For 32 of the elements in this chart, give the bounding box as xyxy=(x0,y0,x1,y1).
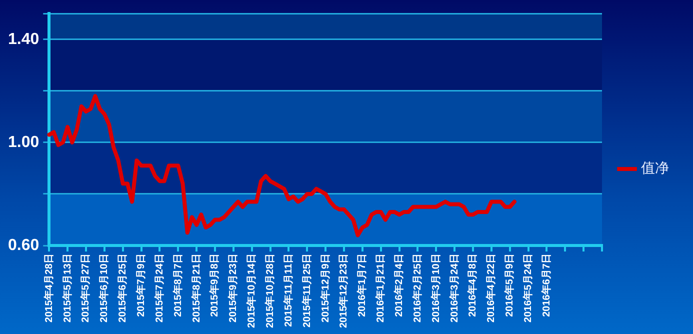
x-tick-label: 2016年5月24日 xyxy=(522,254,534,322)
legend-label: 值净 xyxy=(641,160,669,177)
y-tick-label: 1.00 xyxy=(8,134,40,151)
x-tick-label: 2016年4月22日 xyxy=(485,254,498,322)
x-tick-label: 2015年5月27日 xyxy=(80,254,92,322)
x-tick-label: 2015年6月25日 xyxy=(116,254,129,322)
x-tick-label: 2016年4月8日 xyxy=(466,254,479,317)
x-tick-label: 2015年9月23日 xyxy=(227,254,240,322)
x-tick-label: 2016年3月10日 xyxy=(430,254,442,322)
x-tick-label: 2015年8月7日 xyxy=(172,254,184,317)
y-tick-label: 0.60 xyxy=(8,236,40,254)
x-tick-label: 2016年5月9日 xyxy=(504,254,516,317)
x-tick-label: 2015年10月28日 xyxy=(264,254,276,328)
x-tick-label: 2016年1月21日 xyxy=(374,254,387,322)
x-tick-label: 2015年12月9日 xyxy=(319,254,332,322)
x-tick-label: 2015年6月10日 xyxy=(98,254,110,322)
x-tick-label: 2016年2月4日 xyxy=(393,254,406,317)
x-tick-label: 2016年3月24日 xyxy=(448,254,460,322)
x-tick-label: 2015年11月25日 xyxy=(300,254,313,328)
x-tick-label: 2015年8月21日 xyxy=(190,254,202,322)
x-tick-label: 2016年1月7日 xyxy=(356,254,368,317)
x-tick-label: 2016年2月25日 xyxy=(411,254,424,322)
x-tick-label: 2015年7月9日 xyxy=(135,254,148,317)
x-tick-label: 2015年12月23日 xyxy=(338,254,350,328)
x-tick-label: 2015年7月24日 xyxy=(153,254,166,322)
x-tick-label: 2015年5月13日 xyxy=(61,254,74,322)
x-tick-label: 2015年9月8日 xyxy=(208,254,221,317)
y-tick-label: 1.40 xyxy=(8,30,40,48)
x-tick-label: 2015年4月28日 xyxy=(42,254,55,322)
x-tick-label: 2015年10月14日 xyxy=(246,254,258,328)
x-tick-label: 2016年6月7日 xyxy=(540,254,552,317)
x-tick-label: 2015年11月11日 xyxy=(282,254,294,327)
